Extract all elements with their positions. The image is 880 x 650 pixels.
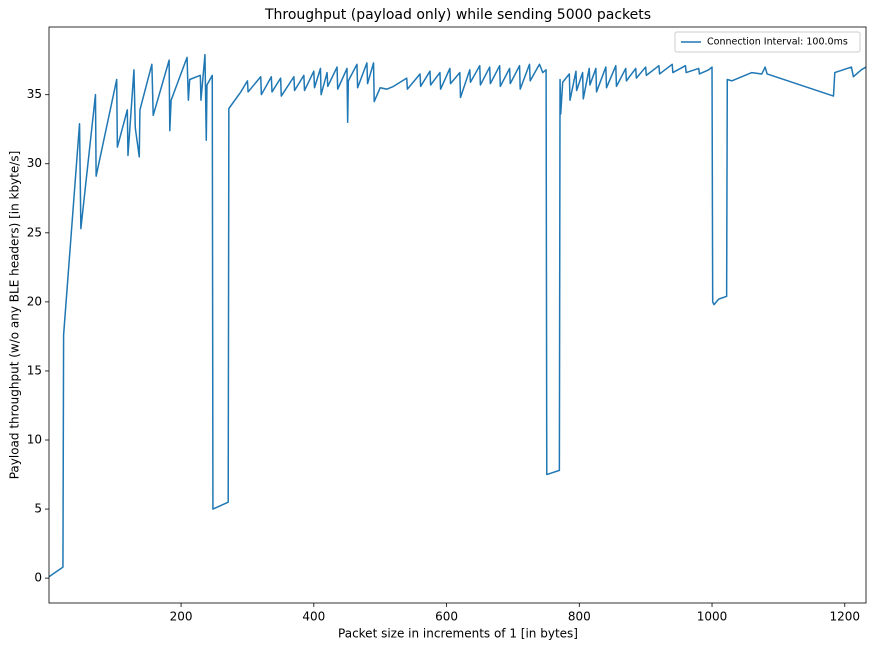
x-axis-label: Packet size in increments of 1 [in bytes…: [338, 627, 578, 641]
chart-title: Throughput (payload only) while sending …: [264, 7, 651, 23]
x-tick-label: 400: [302, 610, 325, 624]
y-tick-label: 35: [27, 87, 42, 101]
y-tick-label: 10: [27, 433, 42, 447]
legend-box: [674, 31, 861, 53]
x-tick-label: 1200: [829, 610, 860, 624]
y-tick-label: 30: [27, 156, 42, 170]
x-tick-label: 800: [568, 610, 591, 624]
x-tick-label: 1000: [697, 610, 728, 624]
x-tick-label: 200: [170, 610, 193, 624]
y-axis-label: Payload throughput (w/o any BLE headers)…: [8, 151, 22, 480]
legend-label: Connection Interval: 100.0ms: [707, 37, 848, 48]
plot-frame: [48, 26, 867, 604]
y-tick-label: 25: [27, 225, 42, 239]
line-series: [49, 53, 866, 578]
y-tick-label: 0: [34, 571, 42, 585]
y-tick-label: 5: [34, 502, 42, 516]
x-tick-label: 600: [435, 610, 458, 624]
y-tick-label: 20: [27, 294, 42, 308]
y-tick-label: 15: [27, 363, 42, 377]
